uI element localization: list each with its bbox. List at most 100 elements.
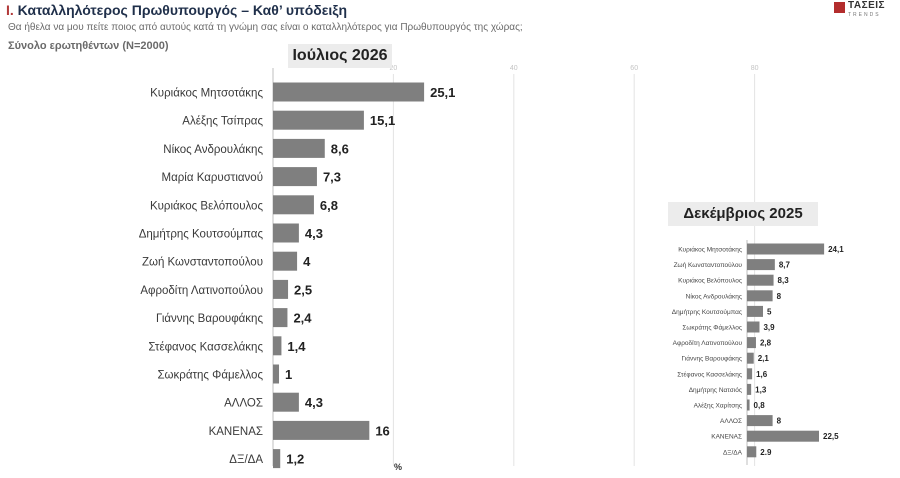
inset-bar: [747, 337, 756, 349]
inset-value-label: 24,1: [828, 245, 844, 254]
main-category-label: Στέφανος Κασσελάκης: [148, 341, 263, 353]
main-value-label: 1,4: [287, 339, 306, 354]
main-bar: [273, 195, 314, 215]
title-text: Καταλληλότερος Πρωθυπουργός – Καθ’ υπόδε…: [17, 2, 348, 18]
inset-bar: [747, 290, 773, 302]
survey-question: Θα ήθελα να μου πείτε ποιος από αυτούς κ…: [8, 22, 523, 33]
main-category-label: Αφροδίτη Λατινοπούλου: [140, 285, 263, 297]
main-category-label: Δημήτρης Κουτσούμπας: [139, 229, 264, 241]
main-value-label: 2,4: [293, 311, 312, 326]
inset-chart-december-2025: Κυριάκος Μητσοτάκης 24,1 Ζωή Κωνσταντοπούλ…: [672, 240, 844, 465]
main-value-label: 15,1: [370, 113, 395, 128]
inset-category-label: Στέφανος Κασσελάκης: [677, 370, 742, 378]
main-category-label: Μαρία Καρυστιανού: [162, 172, 263, 184]
inset-bar: [747, 446, 757, 458]
inset-value-label: 2.9: [760, 448, 772, 457]
inset-category-label: Κυριάκος Βελόπουλος: [678, 277, 742, 285]
inset-value-label: 1,6: [756, 370, 768, 379]
inset-category-label: ΔΞ/ΔΑ: [723, 449, 743, 456]
main-value-label: 2,5: [294, 282, 312, 297]
logo-name: ΤΑΣΕΙΣ: [848, 0, 886, 11]
inset-bar: [747, 368, 753, 380]
main-category-label: ΑΛΛΟΣ: [224, 398, 263, 410]
main-bar: [273, 279, 289, 299]
inset-bar: [747, 383, 752, 395]
main-category-label: ΔΞ/ΔΑ: [229, 454, 263, 466]
inset-bar: [747, 259, 775, 271]
main-category-label: Γιάννης Βαρουφάκης: [156, 313, 263, 325]
main-category-label: Ζωή Κωνσταντοπούλου: [142, 257, 263, 269]
main-tick-label: 20: [390, 65, 398, 72]
main-bar: [273, 364, 280, 384]
inset-category-label: Αλέξης Χαρίτσης: [694, 402, 742, 410]
main-bar: [273, 82, 425, 102]
main-bar: [273, 251, 298, 271]
main-unit-label: %: [394, 462, 402, 472]
main-category-label: Σωκράτης Φάμελλος: [157, 370, 263, 382]
main-tick-label: 40: [510, 65, 518, 72]
main-value-label: 4,3: [305, 226, 323, 241]
main-bar: [273, 449, 281, 469]
main-value-label: 4: [303, 254, 311, 269]
main-bar: [273, 336, 282, 356]
inset-value-label: 2,1: [758, 354, 770, 363]
main-category-label: Αλέξης Τσίπρας: [182, 116, 263, 128]
logo-mark-icon: [834, 2, 845, 13]
inset-category-label: Ζωή Κωνσταντοπούλου: [674, 261, 743, 269]
sample-base: Σύνολο ερωτηθέντων (Ν=2000): [8, 40, 169, 52]
inset-bar: [747, 415, 773, 427]
inset-category-label: ΚΑΝΕΝΑΣ: [711, 434, 742, 441]
main-tick-label: 80: [751, 65, 759, 72]
title-prefix: I.: [6, 2, 14, 18]
inset-value-label: 3,9: [763, 323, 775, 332]
inset-bar: [747, 399, 750, 411]
inset-bar: [747, 321, 760, 333]
inset-bar: [747, 352, 754, 364]
inset-category-label: Γιάννης Βαρουφάκης: [682, 355, 743, 363]
inset-value-label: 22,5: [823, 432, 839, 441]
inset-category-label: ΑΛΛΟΣ: [720, 418, 742, 425]
inset-value-label: 5: [767, 307, 772, 316]
main-tick-label: 60: [630, 65, 638, 72]
inset-bar: [747, 274, 774, 286]
inset-bar: [747, 305, 763, 317]
inset-value-label: 8,7: [779, 261, 791, 270]
inset-category-label: Σωκράτης Φάμελλος: [682, 324, 742, 332]
inset-value-label: 2,8: [760, 339, 772, 348]
main-value-label: 4,3: [305, 395, 323, 410]
inset-bar: [747, 243, 825, 255]
inset-value-label: 8: [777, 417, 782, 426]
main-category-label: Κυριάκος Μητσοτάκης: [150, 88, 263, 100]
main-value-label: 6,8: [320, 198, 338, 213]
inset-value-label: 8: [777, 292, 782, 301]
logo-subtitle: TRENDS: [848, 12, 881, 18]
inset-value-label: 0,8: [754, 401, 766, 410]
inset-value-label: 8,3: [778, 276, 790, 285]
main-bar: [273, 223, 299, 243]
main-category-label: ΚΑΝΕΝΑΣ: [209, 426, 263, 438]
inset-category-label: Νίκος Ανδρουλάκης: [686, 292, 742, 300]
inset-category-label: Δημήτρης Κουτσούμπας: [672, 308, 742, 316]
main-bar: [273, 110, 364, 130]
main-value-label: 7,3: [323, 170, 341, 185]
inset-value-label: 1,3: [755, 385, 767, 394]
main-bar: [273, 308, 288, 328]
main-value-label: 16: [375, 423, 389, 438]
main-bar: [273, 420, 370, 440]
inset-category-label: Κυριάκος Μητσοτάκης: [678, 246, 742, 254]
inset-bar: [747, 430, 819, 442]
slide-title: I. Καταλληλότερος Πρωθυπουργός – Καθ’ υπ…: [6, 2, 347, 18]
taseis-logo: ΤΑΣΕΙΣ TRENDS: [834, 0, 896, 21]
main-bar: [273, 167, 317, 187]
main-value-label: 1,2: [286, 452, 304, 467]
main-bar: [273, 392, 299, 412]
main-category-label: Νίκος Ανδρουλάκης: [163, 144, 263, 156]
main-category-label: Κυριάκος Βελόπουλος: [150, 200, 263, 212]
main-value-label: 25,1: [430, 85, 455, 100]
main-bar: [273, 138, 325, 158]
inset-chart-title: Δεκέμβριος 2025: [668, 202, 818, 226]
inset-category-label: Αφροδίτη Λατινοπούλου: [673, 339, 743, 347]
main-value-label: 8,6: [331, 141, 349, 156]
main-value-label: 1: [285, 367, 292, 382]
